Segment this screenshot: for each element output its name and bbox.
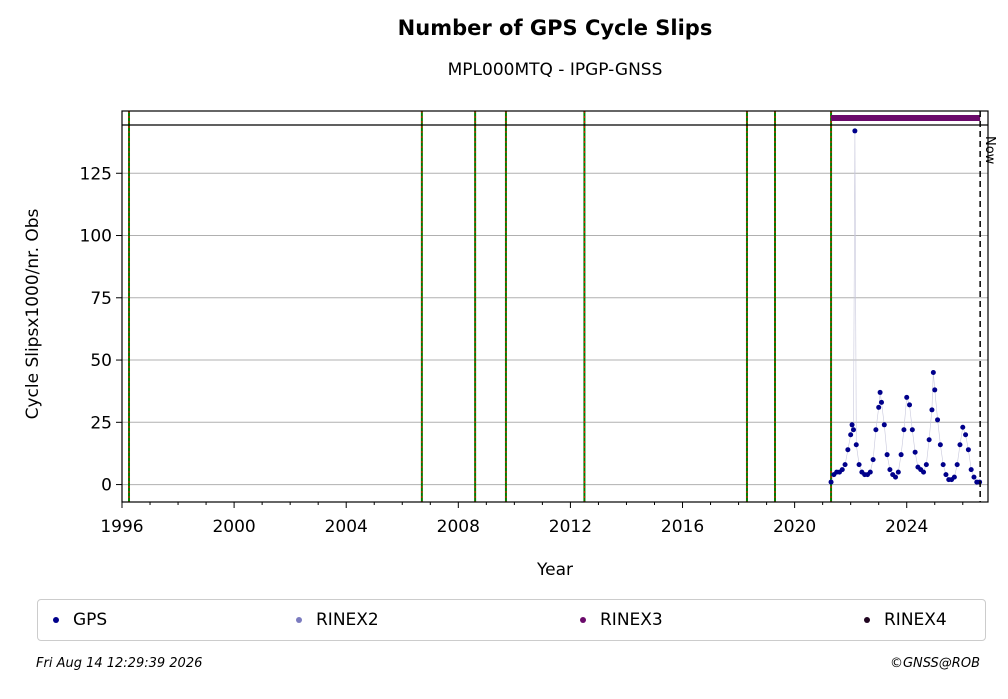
event-lines xyxy=(128,111,833,502)
point-gps xyxy=(877,389,883,395)
grid-lines xyxy=(122,172,988,486)
x-tick-label: 2020 xyxy=(773,517,816,537)
x-tick-label: 2024 xyxy=(885,517,928,537)
point-gps xyxy=(971,474,977,480)
point-gps xyxy=(951,474,957,480)
chart-subtitle: MPL000MTQ - IPGP-GNSS xyxy=(447,60,663,80)
point-gps xyxy=(853,442,859,448)
point-gps xyxy=(867,469,873,475)
point-gps xyxy=(963,432,969,438)
legend-marker-rinex2 xyxy=(296,617,302,623)
point-gps xyxy=(926,437,932,443)
legend-item-rinex2: RINEX2 xyxy=(296,610,379,630)
point-gps xyxy=(960,424,966,430)
y-tick-label: 25 xyxy=(90,413,112,433)
x-axis-label: Year xyxy=(536,560,573,580)
point-gps xyxy=(850,427,856,433)
point-gps xyxy=(848,432,854,438)
point-gps xyxy=(898,452,904,458)
point-gps xyxy=(842,462,848,468)
y-tick-label: 0 xyxy=(101,476,112,496)
point-gps xyxy=(828,479,834,485)
point-gps xyxy=(873,427,879,433)
point-gps xyxy=(968,467,974,473)
point-gps xyxy=(852,128,858,134)
chart-title: Number of GPS Cycle Slips xyxy=(397,16,713,40)
point-gps xyxy=(901,427,907,433)
data-points xyxy=(828,128,983,485)
point-gps xyxy=(907,402,913,408)
now-label: Now xyxy=(982,136,997,165)
point-gps xyxy=(881,422,887,428)
legend-item-gps: GPS xyxy=(53,610,107,630)
point-gps xyxy=(957,442,963,448)
plot-frame xyxy=(121,110,989,503)
y-tick-label: 100 xyxy=(80,227,112,247)
footer-timestamp: Fri Aug 14 12:29:39 2026 xyxy=(36,656,203,671)
legend-marker-gps xyxy=(53,617,59,623)
y-tick-label: 125 xyxy=(80,164,112,184)
legend-item-rinex4: RINEX4 xyxy=(864,610,947,630)
legend-label: GPS xyxy=(73,610,108,630)
x-tick-label: 2012 xyxy=(549,517,592,537)
point-gps xyxy=(856,462,862,468)
legend-marker-rinex3 xyxy=(580,617,586,623)
x-tick-label: 2008 xyxy=(437,517,480,537)
point-gps xyxy=(929,407,935,413)
now-marker: Now xyxy=(979,111,997,502)
point-gps xyxy=(893,474,899,480)
point-gps xyxy=(839,467,845,473)
point-gps xyxy=(909,427,915,433)
point-gps xyxy=(887,467,893,473)
y-axis-label: Cycle Slipsx1000/nr. Obs xyxy=(23,208,43,419)
point-gps xyxy=(876,404,882,410)
legend-label: RINEX2 xyxy=(316,610,379,630)
legend-label: RINEX4 xyxy=(884,610,947,630)
point-gps xyxy=(940,462,946,468)
point-gps xyxy=(923,462,929,468)
x-tick-label: 2004 xyxy=(325,517,368,537)
x-axis: 1996 2000 2004 2008 2012 2016 2020 2024 xyxy=(100,502,964,537)
point-gps xyxy=(884,452,890,458)
point-gps xyxy=(849,422,855,428)
legend-label: RINEX3 xyxy=(600,610,663,630)
point-gps xyxy=(921,469,927,475)
point-gps xyxy=(937,442,943,448)
footer-copyright: ©GNSS@ROB xyxy=(889,656,980,671)
point-gps xyxy=(943,472,949,478)
x-tick-label: 2016 xyxy=(661,517,704,537)
point-gps xyxy=(932,387,938,393)
legend-item-rinex3: RINEX3 xyxy=(580,610,663,630)
point-gps xyxy=(954,462,960,468)
point-gps xyxy=(935,417,941,423)
point-gps xyxy=(895,469,901,475)
y-tick-label: 75 xyxy=(90,289,112,309)
y-axis: 0 25 50 75 100 125 xyxy=(80,164,122,496)
x-tick-label: 1996 xyxy=(100,517,143,537)
point-gps xyxy=(904,394,910,400)
x-tick-label: 2000 xyxy=(212,517,255,537)
point-gps xyxy=(870,457,876,463)
point-gps xyxy=(845,447,851,453)
point-gps xyxy=(879,399,885,405)
legend-marker-rinex4 xyxy=(864,617,870,623)
legend: GPS RINEX2 RINEX3 RINEX4 xyxy=(37,599,986,641)
point-gps xyxy=(930,369,936,375)
point-gps xyxy=(965,447,971,453)
point-gps xyxy=(912,449,918,455)
y-tick-label: 50 xyxy=(90,351,112,371)
